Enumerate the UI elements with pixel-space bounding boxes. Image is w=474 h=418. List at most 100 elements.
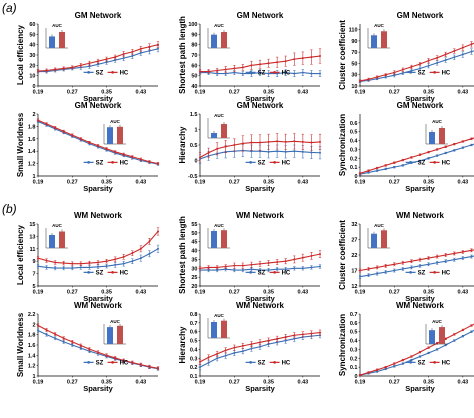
x-axis-label: Sparsity [83,184,113,193]
data-point [139,158,142,161]
data-point [419,63,421,66]
auc-bar-sz [211,34,217,48]
auc-title: AUC [214,113,224,118]
data-point [122,52,125,55]
data-point [267,150,270,153]
data-point [319,253,321,256]
data-point [207,356,210,359]
data-point [207,269,210,272]
auc-title: AUC [110,119,120,124]
data-point [284,336,287,339]
data-point [241,264,244,267]
data-point [105,265,108,268]
data-point [401,261,404,264]
y-tick-label: 0.5 [190,339,198,345]
series-line [359,329,474,376]
data-point [105,147,108,150]
data-point [367,78,370,81]
y-tick-label: 70 [351,50,357,56]
series-line [359,323,474,376]
x-tick-label: 0.43 [135,90,146,96]
legend-marker-hc [111,271,114,274]
data-point [37,257,39,260]
x-axis-label: Sparsity [245,94,275,103]
legend-label-sz: SZ [418,360,426,366]
data-point [131,361,134,364]
data-point [45,329,48,332]
data-point [427,346,430,349]
data-point [54,126,57,129]
data-point [376,370,379,373]
data-point [444,145,447,148]
y-tick-label: 10 [351,84,357,90]
data-point [233,264,236,267]
y-tick-label: 20 [191,284,197,290]
y-tick-label: 30 [29,53,35,59]
data-point [224,68,227,71]
data-point [233,67,236,70]
data-point [259,262,261,265]
legend-marker-hc [433,361,436,364]
auc-inset: AUC [425,319,448,345]
y-tick-label: 30 [351,73,357,79]
data-point [461,328,464,331]
data-point [216,266,219,269]
data-point [241,72,244,75]
data-point [139,47,142,50]
y-tick-label: 7 [32,272,35,278]
auc-title: AUC [52,23,62,28]
data-point [148,252,151,255]
auc-bar-sz [429,330,435,344]
data-point [367,267,370,270]
data-point [284,260,287,263]
data-point [319,331,321,334]
y-tick-label: 0.5 [190,143,198,149]
data-point [401,267,404,270]
y-tick-label: 80 [191,43,197,49]
y-tick-label: 2.2 [28,312,36,318]
data-point [293,72,296,75]
chart-12: WM Network 0 0.1 0.2 0.3 0.4 0.5 0.6 0.7 0.19 0.27… [338,301,474,393]
data-point [45,259,48,262]
data-point [97,265,99,268]
legend-marker-sz [249,161,252,164]
data-point [62,130,65,133]
x-tick-label: 0.27 [389,290,400,296]
data-point [45,333,48,336]
x-tick-label: 0.35 [101,180,112,186]
data-point [444,151,447,154]
x-tick-label: 0.43 [135,380,146,386]
data-point [470,255,473,258]
data-point [207,266,210,269]
data-point [105,260,108,263]
data-point [250,347,253,350]
legend-label-sz: SZ [258,270,266,276]
legend: SZ HC [405,70,451,76]
data-point [461,46,464,49]
y-tick-label: 15 [29,222,35,228]
data-point [207,361,210,364]
chart-7: WM Network 5 7 9 11 13 15 0.19 0.27 0.35 0.43 Spars… [16,211,160,303]
data-point [401,359,404,362]
y-tick-label: 1 [32,374,35,380]
x-tick-label: 0.19 [195,90,206,96]
legend-marker-hc [433,271,436,274]
x-tick-label: 0.35 [101,290,112,296]
y-tick-label: 1.2 [28,364,36,370]
data-point [199,366,201,369]
data-point [122,255,125,258]
legend-label-hc: HC [442,360,451,366]
auc-inset: AUC [207,223,230,249]
data-point [384,366,387,369]
data-point [436,342,439,345]
y-tick-label: 0.1 [350,165,358,171]
series-hc [358,41,474,83]
data-point [310,254,313,257]
data-point [376,75,379,78]
data-point [250,263,253,266]
data-point [419,153,421,156]
y-tick-label: 0.1 [190,374,198,380]
y-tick-label: 0.2 [350,156,358,162]
data-point [376,368,379,371]
x-axis-label: Sparsity [405,294,435,303]
